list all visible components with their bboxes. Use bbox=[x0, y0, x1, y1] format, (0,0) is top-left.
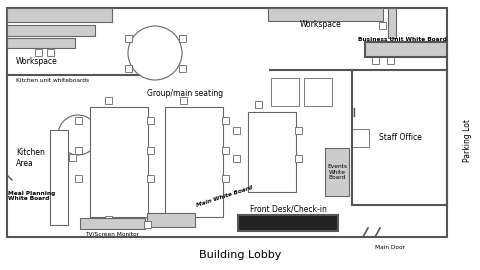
Text: Main White Board: Main White Board bbox=[196, 185, 253, 208]
Bar bbox=[51, 134, 59, 141]
Bar bbox=[105, 96, 111, 103]
Circle shape bbox=[128, 26, 182, 80]
Bar bbox=[388, 8, 396, 38]
Bar bbox=[74, 116, 82, 123]
Text: Building Lobby: Building Lobby bbox=[199, 250, 281, 260]
Text: Business Unit White Board: Business Unit White Board bbox=[358, 37, 447, 42]
Text: Workspace: Workspace bbox=[300, 20, 342, 29]
Bar bbox=[325, 148, 349, 196]
Text: Main Door: Main Door bbox=[375, 245, 405, 250]
Text: Front Desk/Check-in: Front Desk/Check-in bbox=[250, 204, 326, 213]
Bar bbox=[146, 174, 154, 181]
Bar bbox=[7, 8, 447, 237]
Bar bbox=[7, 8, 112, 22]
Text: TV/Screen Monitor: TV/Screen Monitor bbox=[85, 232, 139, 237]
Bar bbox=[35, 49, 41, 56]
Bar bbox=[147, 213, 195, 227]
Bar bbox=[146, 147, 154, 154]
Circle shape bbox=[58, 115, 98, 155]
Bar bbox=[179, 65, 185, 72]
Bar bbox=[304, 78, 332, 106]
Bar bbox=[7, 38, 75, 48]
Bar bbox=[379, 22, 385, 29]
Bar bbox=[386, 56, 394, 63]
Text: Parking Lot: Parking Lot bbox=[464, 119, 472, 161]
Bar bbox=[74, 174, 82, 181]
Bar bbox=[232, 127, 240, 133]
Bar bbox=[268, 8, 383, 21]
Bar bbox=[74, 147, 82, 154]
Bar bbox=[232, 154, 240, 161]
Bar bbox=[90, 107, 148, 217]
Bar bbox=[372, 56, 379, 63]
Bar bbox=[352, 70, 447, 205]
Bar bbox=[180, 215, 187, 222]
Bar bbox=[146, 116, 154, 123]
Text: Kitchen
Area: Kitchen Area bbox=[16, 148, 45, 168]
Bar bbox=[105, 215, 111, 222]
Bar bbox=[221, 116, 228, 123]
Bar bbox=[179, 35, 185, 42]
Bar bbox=[351, 129, 369, 147]
Text: Events
White
Board: Events White Board bbox=[327, 164, 347, 180]
Bar bbox=[238, 215, 338, 231]
Text: Kitchen unit whiteboards: Kitchen unit whiteboards bbox=[16, 78, 89, 83]
Text: Group/main seating: Group/main seating bbox=[147, 89, 223, 98]
Bar bbox=[221, 174, 228, 181]
Bar bbox=[80, 218, 145, 229]
Bar bbox=[7, 25, 95, 36]
Bar bbox=[295, 127, 301, 133]
Bar bbox=[69, 154, 75, 160]
Bar bbox=[248, 112, 296, 192]
Bar bbox=[144, 221, 151, 228]
Bar bbox=[124, 65, 132, 72]
Bar bbox=[365, 42, 447, 57]
Bar bbox=[47, 49, 53, 56]
Bar bbox=[221, 147, 228, 154]
Bar bbox=[180, 96, 187, 103]
Bar bbox=[295, 154, 301, 161]
Bar bbox=[254, 100, 262, 107]
Text: Staff Office: Staff Office bbox=[379, 133, 421, 143]
Bar bbox=[165, 107, 223, 217]
Bar bbox=[271, 78, 299, 106]
Text: Meal Planning
White Board: Meal Planning White Board bbox=[8, 191, 55, 201]
Text: Workspace: Workspace bbox=[16, 57, 58, 66]
Bar bbox=[50, 130, 68, 225]
Bar bbox=[124, 35, 132, 42]
